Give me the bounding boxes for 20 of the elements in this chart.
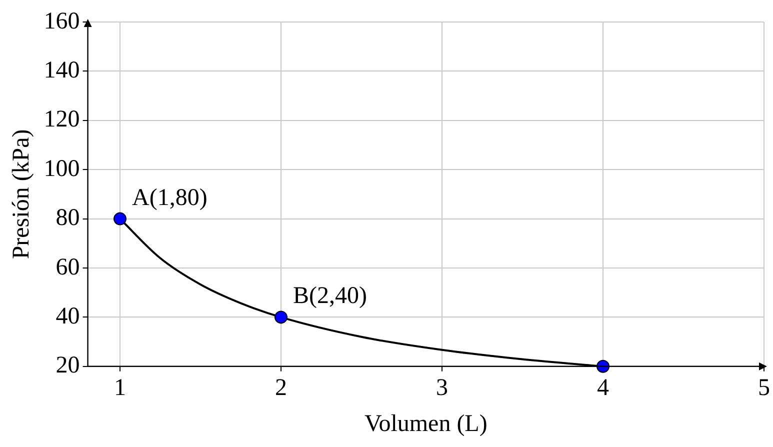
y-tick-label: 120 [44, 106, 80, 133]
annotation: A(1,80) [132, 184, 208, 211]
point [274, 310, 288, 324]
y-tick-label: 140 [44, 57, 80, 84]
x-tick-label: 5 [758, 375, 770, 402]
y-tick-label: 20 [56, 352, 80, 379]
x-tick-label: 1 [114, 375, 126, 402]
x-tick-label: 3 [436, 375, 448, 402]
y-tick-label: 100 [44, 156, 80, 182]
y-tick-label: 40 [56, 303, 80, 330]
point [114, 212, 126, 226]
x-tick-label: 2 [275, 375, 287, 402]
y-axis-title: Presión (kPa) [8, 129, 35, 260]
point [596, 360, 610, 373]
annotation: B(2,40) [293, 283, 367, 310]
y-tick-label: 160 [44, 8, 80, 34]
y-tick-label: 60 [56, 254, 80, 280]
y-tick-label: 80 [56, 205, 80, 232]
x-tick-label: 4 [597, 375, 609, 402]
x-axis-title: Volumen (L) [364, 410, 488, 437]
